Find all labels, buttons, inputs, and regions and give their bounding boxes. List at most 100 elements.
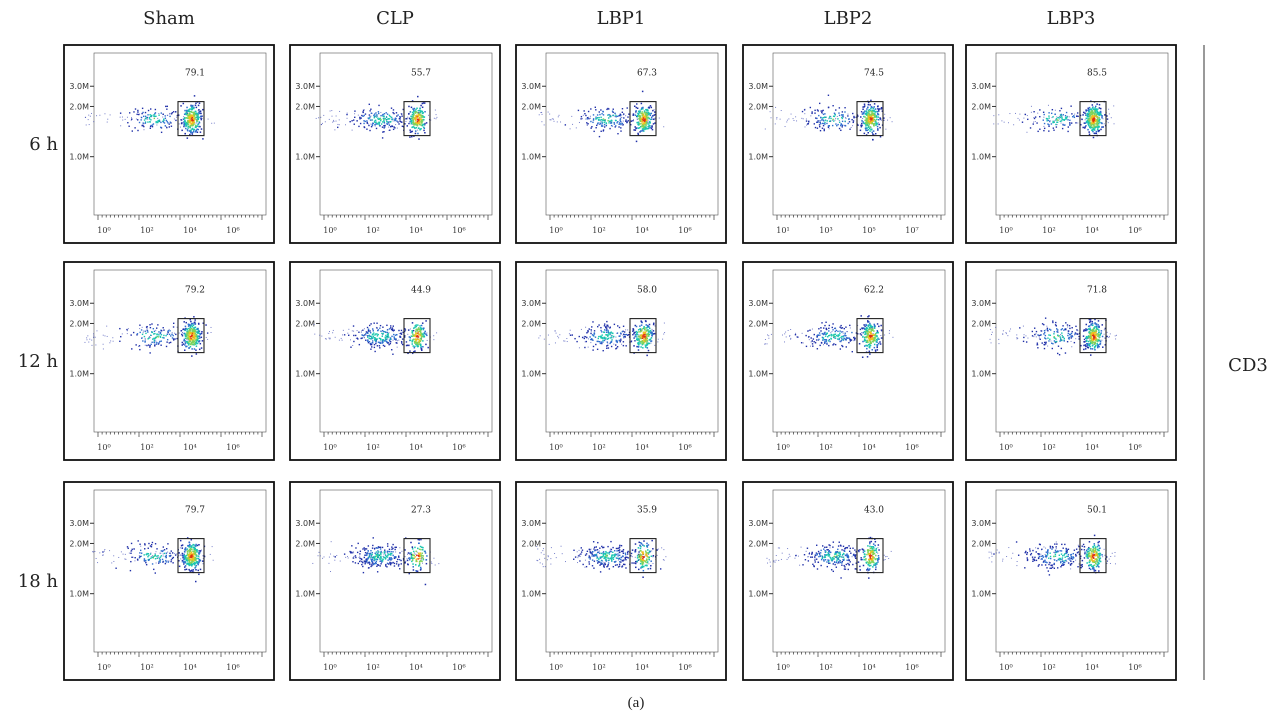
event-dot [1023, 336, 1025, 339]
event-dot [1088, 114, 1091, 116]
event-dot [405, 118, 407, 120]
event-dot [611, 339, 613, 341]
event-dot [637, 121, 639, 124]
event-dot [824, 335, 827, 337]
event-dot [787, 329, 789, 331]
event-dot [422, 346, 424, 348]
event-dot [595, 118, 598, 120]
event-dot [588, 328, 590, 330]
event-dot [422, 340, 424, 342]
event-dot [859, 333, 862, 335]
event-dot [335, 115, 337, 117]
event-dot [822, 339, 824, 341]
event-dot [1093, 335, 1096, 338]
event-dot [417, 324, 419, 326]
event-dot [415, 123, 417, 126]
event-dot [410, 120, 413, 123]
event-dot [195, 328, 197, 331]
y-tick-label: 3.0M [69, 299, 89, 308]
event-dot [1103, 333, 1105, 335]
event-dot [181, 559, 184, 562]
event-dot [870, 128, 872, 131]
event-dot [1099, 333, 1102, 335]
event-dot [188, 118, 191, 120]
event-dot [868, 123, 871, 125]
event-dot [645, 329, 648, 331]
event-dot [1025, 335, 1027, 337]
event-dot [385, 334, 387, 337]
event-dot [1066, 324, 1069, 326]
event-dot [182, 102, 185, 105]
event-dot [1101, 122, 1103, 125]
event-dot [368, 334, 371, 337]
event-dot [869, 126, 872, 128]
event-dot [838, 107, 841, 109]
event-dot [636, 118, 638, 120]
event-dot [385, 338, 387, 340]
event-dot [1073, 341, 1076, 344]
event-dot [409, 129, 411, 131]
event-dot [147, 331, 149, 333]
event-dot [407, 329, 410, 331]
event-dot [401, 115, 403, 117]
event-dot [409, 339, 412, 341]
event-dot [838, 120, 840, 122]
event-dot [651, 128, 654, 131]
event-dot [1039, 128, 1041, 130]
event-dot [841, 120, 844, 123]
event-dot [385, 336, 388, 338]
event-dot [1085, 337, 1087, 339]
event-dot [1036, 344, 1038, 346]
event-dot [648, 124, 650, 127]
event-dot [191, 115, 194, 117]
event-dot [842, 331, 844, 333]
event-dot [178, 123, 180, 125]
event-dot [414, 345, 416, 348]
event-dot [602, 119, 604, 122]
y-tick-label: 3.0M [295, 82, 315, 91]
x-tick-label: 10⁰ [97, 663, 110, 672]
event-dot [1054, 341, 1057, 344]
event-dot [361, 330, 363, 332]
event-dot [1086, 114, 1089, 117]
event-dot [160, 126, 162, 129]
event-dot [633, 332, 635, 335]
event-dot [844, 107, 846, 109]
event-dot [374, 334, 376, 336]
event-dot [1044, 331, 1046, 334]
event-dot [371, 119, 373, 121]
event-dot [374, 121, 376, 124]
event-dot [632, 114, 634, 116]
event-dot [381, 340, 384, 342]
event-dot [620, 127, 622, 129]
event-dot [590, 332, 592, 335]
event-dot [802, 342, 804, 344]
event-dot [126, 116, 128, 118]
event-dot [815, 341, 817, 343]
event-dot [638, 336, 640, 338]
event-dot [419, 107, 421, 110]
event-dot [603, 119, 605, 122]
event-dot [643, 328, 646, 331]
event-dot [185, 117, 188, 119]
event-dot [423, 129, 425, 132]
event-dot [830, 337, 832, 340]
event-dot [652, 109, 654, 112]
event-dot [1075, 338, 1077, 340]
event-dot [823, 116, 826, 118]
event-dot [600, 341, 602, 343]
event-dot [598, 324, 600, 326]
event-dot [377, 118, 380, 120]
event-dot [411, 135, 413, 138]
event-dot [795, 332, 797, 334]
event-dot [607, 114, 609, 116]
event-dot [197, 104, 200, 107]
event-dot [796, 336, 799, 338]
event-dot [877, 119, 880, 121]
event-dot [161, 550, 164, 553]
event-dot [866, 332, 869, 334]
event-dot [191, 334, 193, 337]
event-dot [1094, 330, 1097, 332]
event-dot [132, 331, 135, 334]
event-dot [872, 120, 874, 122]
